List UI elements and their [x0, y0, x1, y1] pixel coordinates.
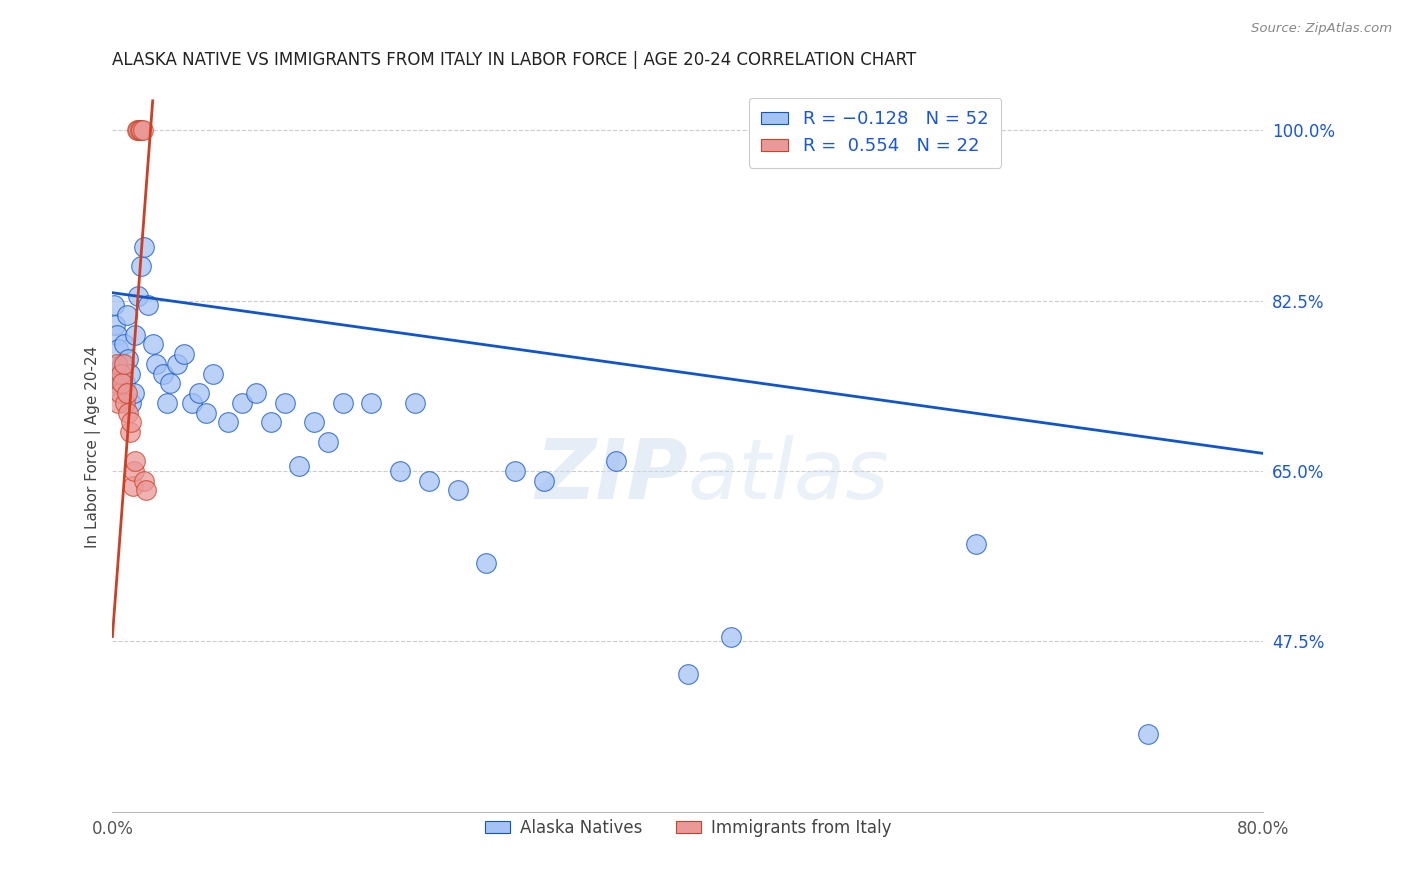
- Point: [127, 288, 149, 302]
- Point: [110, 367, 132, 381]
- Point: [138, 298, 160, 312]
- Point: [114, 376, 136, 391]
- Point: [288, 459, 311, 474]
- Point: [124, 327, 146, 342]
- Point: [107, 396, 129, 410]
- Point: [121, 478, 143, 492]
- Point: [111, 357, 134, 371]
- Point: [124, 454, 146, 468]
- Point: [1137, 727, 1160, 741]
- Point: [120, 396, 142, 410]
- Point: [156, 396, 179, 410]
- Point: [105, 357, 128, 371]
- Point: [132, 474, 155, 488]
- Point: [965, 537, 987, 551]
- Point: [127, 123, 149, 137]
- Point: [180, 396, 202, 410]
- Point: [132, 240, 155, 254]
- Text: ALASKA NATIVE VS IMMIGRANTS FROM ITALY IN LABOR FORCE | AGE 20-24 CORRELATION CH: ALASKA NATIVE VS IMMIGRANTS FROM ITALY I…: [112, 51, 917, 69]
- Y-axis label: In Labor Force | Age 20-24: In Labor Force | Age 20-24: [86, 345, 101, 548]
- Point: [115, 308, 138, 322]
- Point: [129, 123, 152, 137]
- Point: [145, 357, 167, 371]
- Point: [152, 367, 174, 381]
- Point: [110, 376, 132, 391]
- Point: [118, 425, 141, 439]
- Point: [103, 298, 125, 312]
- Point: [105, 327, 128, 342]
- Point: [128, 123, 150, 137]
- Point: [112, 357, 135, 371]
- Text: ZIP: ZIP: [536, 435, 688, 516]
- Point: [108, 367, 131, 381]
- Point: [131, 123, 153, 137]
- Point: [159, 376, 181, 391]
- Point: [173, 347, 195, 361]
- Point: [117, 405, 139, 419]
- Point: [134, 483, 156, 498]
- Point: [260, 415, 283, 429]
- Point: [316, 434, 339, 449]
- Point: [194, 405, 217, 419]
- Point: [122, 386, 145, 401]
- Point: [503, 464, 526, 478]
- Point: [360, 396, 382, 410]
- Point: [245, 386, 267, 401]
- Point: [231, 396, 253, 410]
- Point: [418, 474, 440, 488]
- Point: [117, 351, 139, 366]
- Point: [332, 396, 354, 410]
- Point: [104, 318, 127, 332]
- Point: [115, 386, 138, 401]
- Point: [118, 367, 141, 381]
- Point: [447, 483, 470, 498]
- Point: [108, 386, 131, 401]
- Point: [125, 123, 148, 137]
- Point: [129, 260, 152, 274]
- Point: [676, 666, 699, 681]
- Point: [142, 337, 165, 351]
- Point: [475, 557, 498, 571]
- Point: [107, 342, 129, 356]
- Point: [111, 376, 134, 391]
- Point: [302, 415, 325, 429]
- Point: [217, 415, 239, 429]
- Point: [112, 337, 135, 351]
- Point: [404, 396, 426, 410]
- Point: [187, 386, 209, 401]
- Text: Source: ZipAtlas.com: Source: ZipAtlas.com: [1251, 22, 1392, 36]
- Point: [202, 367, 225, 381]
- Point: [720, 630, 742, 644]
- Legend: Alaska Natives, Immigrants from Italy: Alaska Natives, Immigrants from Italy: [478, 813, 897, 844]
- Point: [114, 396, 136, 410]
- Point: [166, 357, 188, 371]
- Point: [120, 415, 142, 429]
- Point: [122, 464, 145, 478]
- Text: atlas: atlas: [688, 435, 890, 516]
- Point: [104, 376, 127, 391]
- Point: [389, 464, 412, 478]
- Point: [533, 474, 555, 488]
- Point: [274, 396, 297, 410]
- Point: [605, 454, 627, 468]
